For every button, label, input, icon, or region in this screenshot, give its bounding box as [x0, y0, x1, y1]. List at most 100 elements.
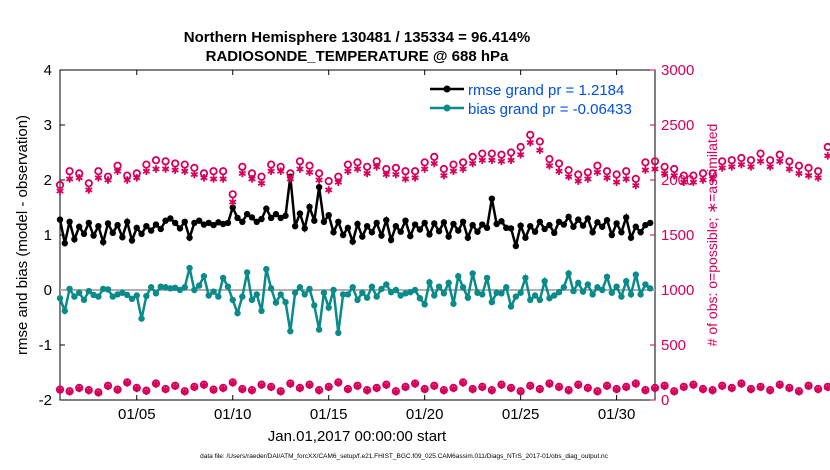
x-tick-label: 01/10 [214, 406, 252, 423]
data-point [138, 230, 145, 238]
data-point [152, 221, 160, 228]
data-point-assimilated [257, 179, 266, 188]
data-point-assimilated [708, 386, 717, 395]
data-point-assimilated [392, 387, 400, 396]
data-point-possible [295, 157, 305, 166]
data-point [344, 291, 352, 298]
data-point [368, 283, 376, 290]
data-point-assimilated [574, 177, 582, 185]
data-point-assimilated [411, 380, 419, 388]
data-point [296, 284, 304, 291]
data-point-assimilated [430, 382, 439, 391]
data-point-assimilated [536, 146, 544, 155]
data-point [167, 215, 174, 222]
data-point-assimilated [420, 385, 429, 394]
data-point [546, 295, 553, 302]
data-point [527, 223, 534, 230]
data-point [104, 220, 112, 227]
data-point [205, 292, 212, 299]
data-point [263, 205, 270, 212]
data-point [455, 273, 462, 280]
data-point [291, 289, 299, 296]
y-left-label: rmse and bias (model - observation) [14, 115, 31, 355]
data-point-assimilated [670, 171, 678, 180]
data-point [560, 221, 568, 228]
data-point-assimilated [267, 167, 275, 175]
data-point [354, 296, 361, 304]
data-point-possible [622, 167, 631, 176]
x-tick-label: 01/30 [598, 406, 636, 423]
data-point [80, 296, 88, 304]
data-point [575, 216, 582, 223]
data-point [402, 290, 409, 297]
data-point [584, 215, 592, 222]
data-point [589, 291, 596, 298]
data-point-possible [756, 149, 765, 158]
data-point-assimilated [708, 175, 717, 183]
data-point-assimilated [315, 386, 323, 395]
data-point [483, 274, 491, 282]
data-point-assimilated [785, 384, 794, 393]
data-point-possible [766, 156, 775, 165]
data-point [541, 278, 548, 285]
data-point [579, 222, 587, 229]
data-point [368, 229, 376, 236]
data-point [632, 271, 640, 278]
data-point [253, 291, 260, 298]
data-point [464, 294, 472, 301]
data-point-assimilated [660, 169, 669, 178]
data-point [392, 223, 400, 230]
data-point-assimilated [324, 186, 333, 194]
data-point [431, 220, 438, 227]
data-point-assimilated [113, 386, 122, 394]
data-point-assimilated [430, 159, 439, 168]
y-right-tick-label: 2000 [661, 172, 694, 189]
data-point-assimilated [219, 384, 227, 393]
data-point [594, 219, 601, 226]
data-point [239, 218, 246, 225]
data-point-assimilated [555, 167, 563, 175]
data-point-assimilated [382, 170, 391, 179]
data-point-assimilated [65, 387, 74, 396]
data-point [176, 225, 184, 232]
data-point-assimilated [660, 382, 669, 391]
data-point [435, 283, 443, 290]
data-point-assimilated [276, 387, 285, 396]
data-point [109, 229, 116, 236]
data-point [85, 219, 92, 227]
data-point-assimilated [699, 176, 707, 184]
data-point-assimilated [689, 381, 698, 389]
data-point-assimilated [104, 382, 112, 391]
data-point-assimilated [334, 178, 343, 186]
x-tick-label: 01/05 [118, 406, 156, 423]
data-point [263, 265, 270, 273]
data-point-assimilated [305, 168, 314, 177]
data-point-assimilated [497, 381, 506, 389]
data-point-possible [161, 157, 170, 166]
data-point-assimilated [401, 175, 410, 183]
data-point-assimilated [737, 380, 746, 388]
data-point [623, 214, 630, 221]
data-point [459, 218, 467, 225]
data-point-assimilated [718, 382, 726, 391]
data-point-assimilated [142, 167, 151, 175]
data-point [387, 236, 395, 244]
data-point-assimilated [171, 382, 179, 391]
data-point [383, 281, 390, 288]
data-point-possible [401, 167, 410, 176]
data-point [498, 290, 505, 297]
data-point [320, 289, 328, 296]
data-point [599, 286, 606, 294]
data-point [253, 218, 260, 225]
data-point-assimilated [190, 170, 199, 179]
data-point-assimilated [632, 380, 640, 388]
data-point-assimilated [238, 169, 247, 178]
data-point [320, 218, 328, 225]
data-point-assimilated [75, 174, 83, 182]
data-point-assimilated [536, 385, 544, 394]
data-point [95, 293, 102, 300]
data-point [325, 212, 332, 219]
y-right-tick-label: 1000 [661, 282, 694, 299]
data-point-possible [526, 130, 535, 139]
data-point-assimilated [689, 178, 698, 186]
